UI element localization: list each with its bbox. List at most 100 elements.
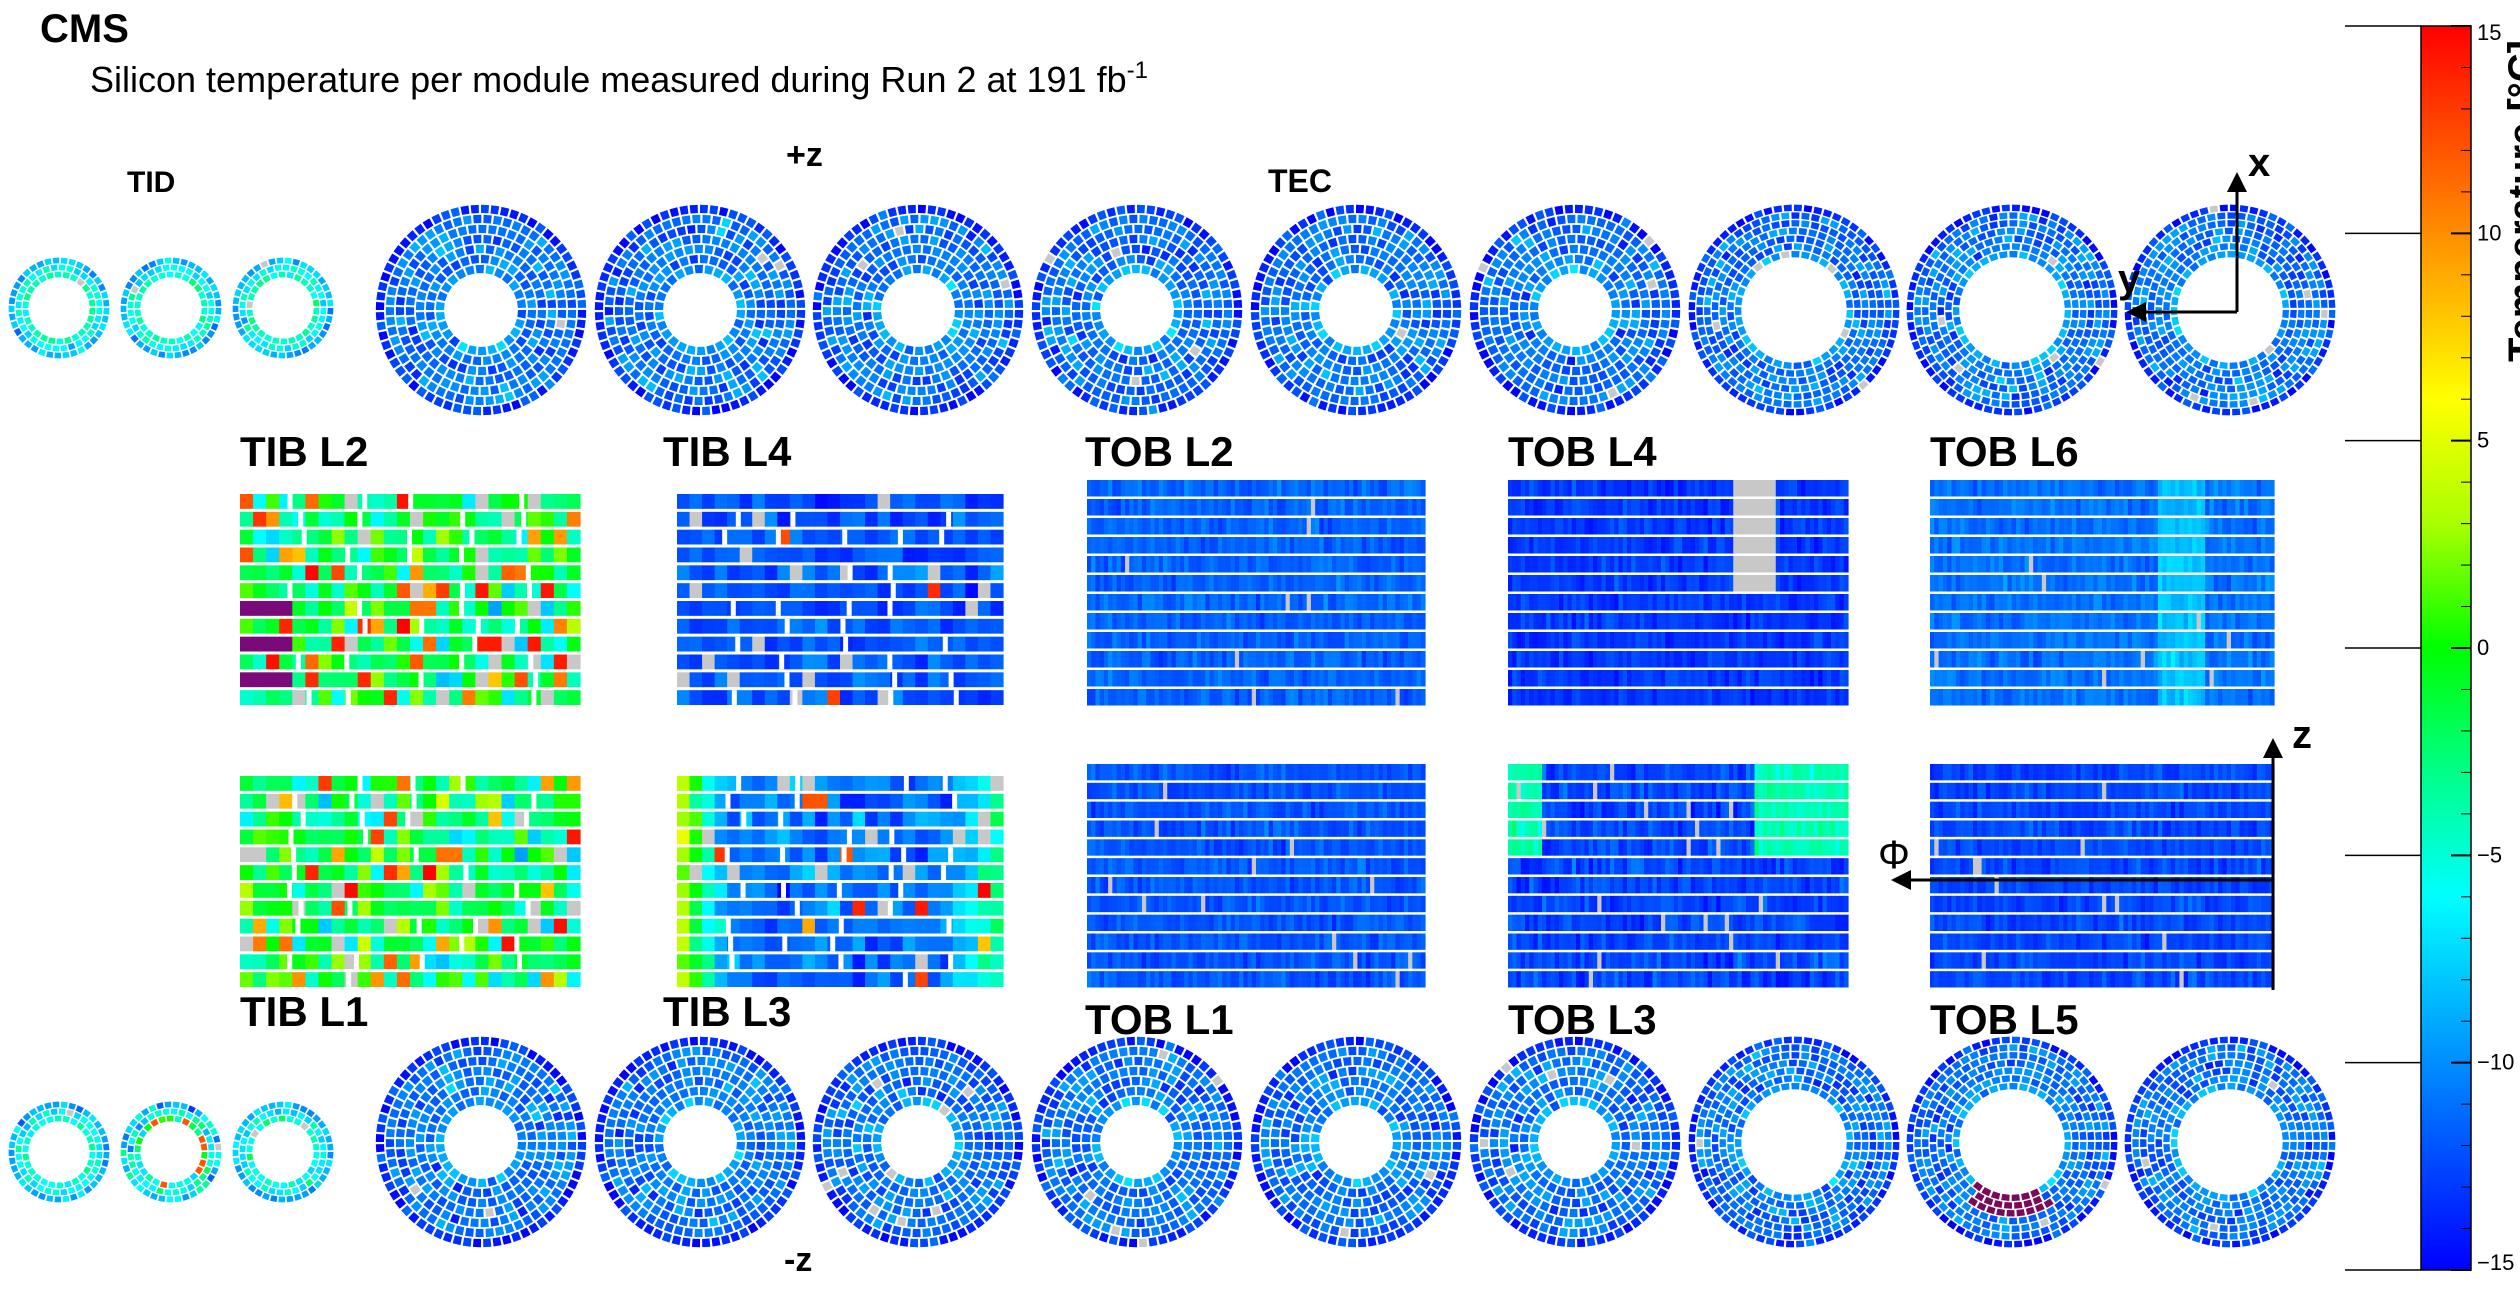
disc-module (1375, 349, 1387, 361)
disc-module (1033, 281, 1044, 292)
disc-module (769, 355, 782, 367)
disc-module (746, 299, 756, 308)
disc-module (752, 345, 764, 357)
disc-module (2171, 296, 2179, 306)
disc-module (1193, 270, 1205, 281)
disc-module (1121, 375, 1130, 385)
disc-module (962, 254, 975, 266)
disc-module (662, 344, 674, 356)
disc-module (689, 1036, 698, 1046)
disc-module (1922, 296, 1930, 306)
disc-module (286, 271, 295, 279)
disc-module (974, 1142, 984, 1151)
disc-module (733, 270, 745, 283)
disc-module (95, 1143, 103, 1151)
disc-module (822, 1139, 832, 1148)
disc-module (1203, 1131, 1213, 1140)
disc-module (521, 327, 532, 339)
disc-module (988, 371, 1000, 383)
disc-module (912, 376, 921, 386)
disc-module (557, 363, 569, 375)
disc-module (669, 207, 680, 218)
disc-module (1128, 406, 1137, 416)
disc-module (325, 291, 333, 299)
disc-module (2003, 408, 2012, 416)
disc-module (732, 387, 743, 399)
disc-module (481, 1086, 490, 1096)
disc-module (136, 316, 144, 325)
disc-module (537, 270, 549, 281)
disc-module (450, 207, 461, 218)
disc-module (595, 1153, 605, 1163)
disc-module (1877, 299, 1884, 308)
disc-module (2229, 401, 2238, 408)
disc-module (1053, 326, 1064, 336)
disc-module (616, 326, 627, 336)
disc-module (955, 212, 966, 224)
disc-module (85, 277, 95, 286)
disc-module (753, 288, 764, 299)
disc-module (1051, 296, 1061, 306)
disc-module (719, 349, 731, 361)
disc-module (700, 1086, 709, 1096)
disc-module (1139, 406, 1148, 416)
disc-module (401, 373, 413, 385)
disc-module (394, 365, 407, 377)
disc-module (515, 233, 527, 245)
disc-module (1191, 319, 1202, 329)
disc-module (512, 255, 524, 267)
disc-module (1348, 214, 1357, 224)
disc-module (1232, 1121, 1242, 1131)
disc-module (1696, 307, 1703, 316)
disc-module (1128, 1238, 1137, 1248)
disc-module (1223, 310, 1233, 319)
disc-module (756, 1131, 766, 1140)
disc-module (534, 288, 545, 299)
disc-module (1365, 205, 1375, 215)
disc-module (397, 257, 409, 269)
disc-module (702, 214, 711, 224)
disc-module (650, 213, 661, 225)
disc-module (706, 365, 717, 375)
disc-module (964, 1142, 974, 1151)
disc-module (697, 224, 706, 234)
disc-module (746, 1142, 756, 1151)
disc-module (1330, 268, 1342, 280)
disc-module (246, 301, 253, 308)
disc-module (1139, 1238, 1148, 1248)
disc-module (183, 333, 192, 342)
disc-module (523, 238, 535, 251)
disc-module (922, 265, 932, 275)
disc-module (1367, 405, 1377, 415)
disc-hole (446, 275, 516, 345)
disc-module (751, 328, 762, 339)
disc-module (390, 335, 401, 346)
disc-module (986, 251, 998, 263)
disc-module (912, 1208, 921, 1218)
disc-module (784, 289, 795, 299)
disc-module (619, 335, 631, 346)
disc-module (1183, 337, 1195, 349)
disc-module (686, 345, 696, 355)
disc-module (868, 372, 880, 384)
disc-module (1350, 396, 1359, 406)
disc-module (1566, 406, 1575, 416)
disc-module (1157, 402, 1168, 413)
disc-module (508, 280, 520, 292)
disc-module (599, 271, 610, 282)
disc-module (1086, 281, 1097, 293)
disc-module (692, 214, 701, 224)
disc-module (707, 1057, 716, 1067)
disc-module (542, 279, 553, 290)
disc-module (743, 288, 754, 299)
disc-module (815, 330, 826, 341)
disc-module (1432, 1142, 1442, 1151)
disc-module (462, 354, 472, 365)
disc-module (1331, 362, 1343, 374)
disc-module (929, 353, 940, 364)
disc-module (286, 351, 294, 359)
disc-module (780, 251, 792, 263)
disc-module (1062, 316, 1072, 326)
disc-module (1350, 1208, 1359, 1218)
disc-module (122, 320, 131, 329)
